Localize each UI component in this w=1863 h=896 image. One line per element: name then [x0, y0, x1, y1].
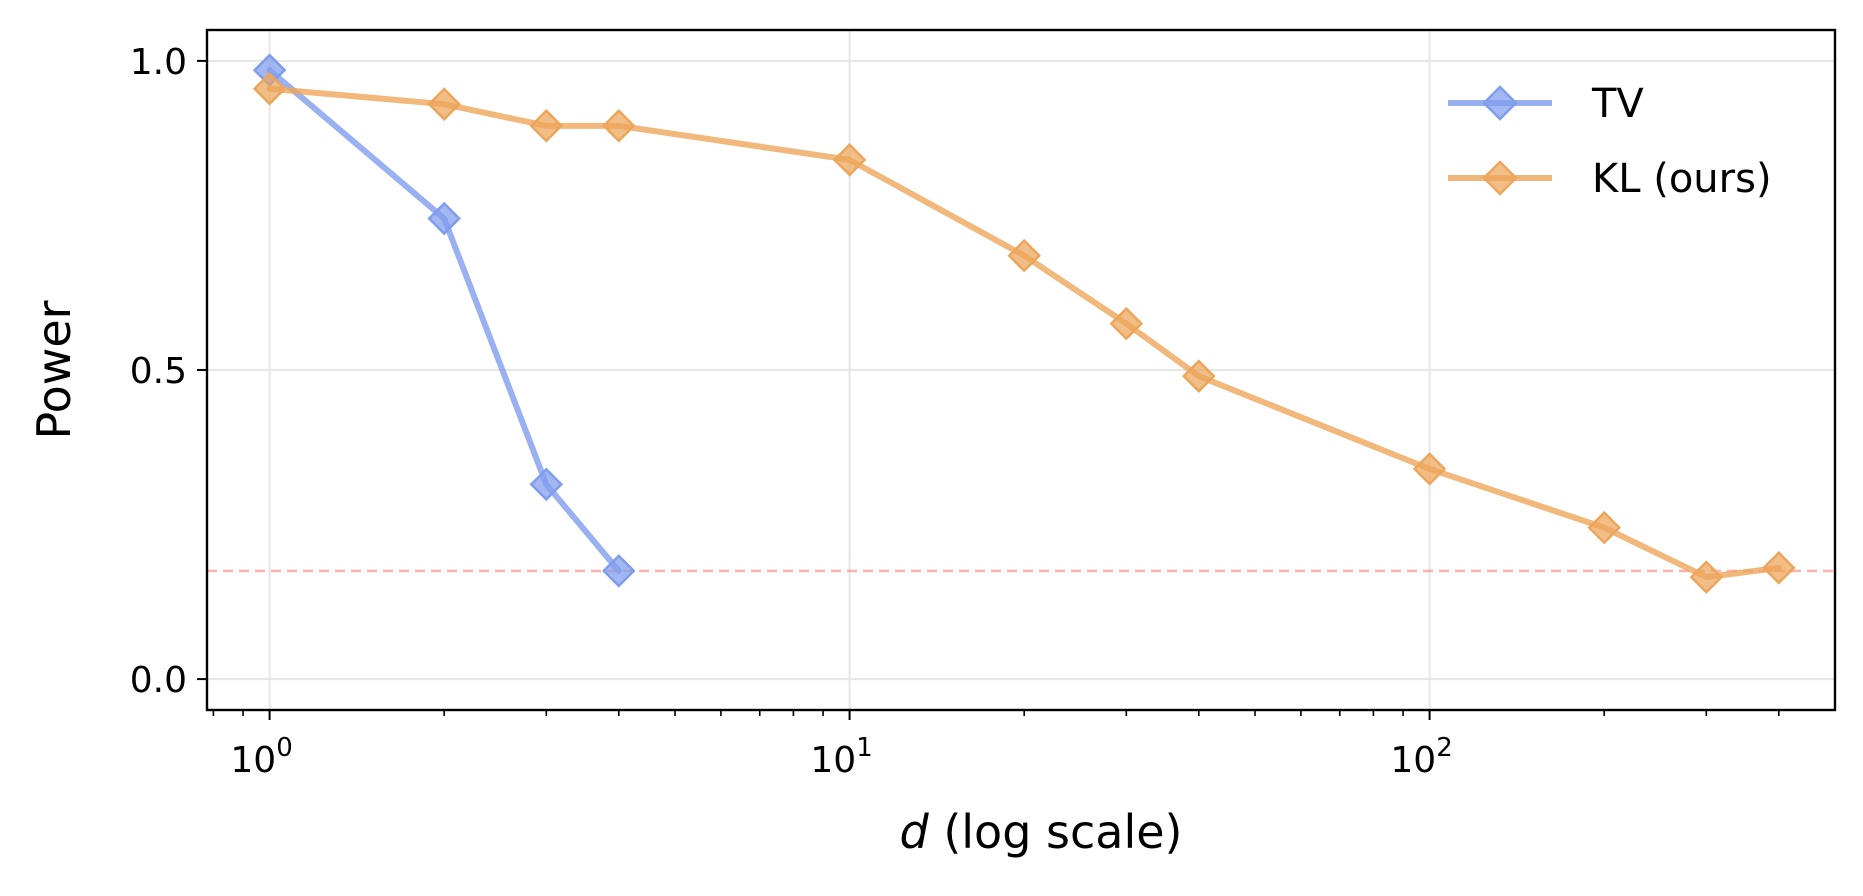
data-point-kl-ours: [1587, 510, 1621, 545]
series-line-kl-ours: [266, 85, 1782, 581]
data-point-kl-ours: [427, 87, 461, 121]
data-point-tv: [529, 467, 564, 502]
data-point-kl-ours: [1689, 560, 1724, 594]
y-tick-label: 0.0: [130, 660, 187, 701]
data-point-tv: [427, 201, 461, 236]
data-point-kl-ours: [1109, 306, 1144, 341]
grid-layer: [207, 30, 1835, 710]
series-tv: [252, 53, 636, 588]
legend-label-tv: TV: [1591, 81, 1644, 127]
data-point-kl-ours: [1762, 551, 1796, 585]
data-point-kl-ours: [1412, 452, 1447, 486]
y-tick-label: 0.5: [130, 351, 187, 392]
data-point-kl-ours: [1182, 359, 1216, 393]
axis-layer: 0.0 0.5 1.0 100 101 102: [130, 42, 1780, 781]
series-line-tv: [266, 67, 622, 574]
legend-marker-kl-ours: [1482, 160, 1518, 196]
legend-marker-tv: [1482, 85, 1518, 121]
y-axis-label: Power: [27, 300, 81, 439]
x-tick-label: 102: [1390, 733, 1452, 781]
x-tick-label: 100: [230, 733, 292, 781]
legend-label-kl-ours: KL (ours): [1592, 156, 1772, 202]
legend: TV KL (ours): [1448, 81, 1772, 202]
data-point-kl-ours: [529, 109, 564, 143]
y-tick-label: 1.0: [130, 42, 187, 83]
x-axis-label: d (log scale): [900, 805, 1183, 859]
data-point-tv: [602, 554, 636, 588]
x-axis-label-variable: d: [900, 805, 930, 859]
x-axis-label-suffix: (log scale): [929, 805, 1183, 859]
data-point-kl-ours: [832, 143, 867, 177]
data-point-kl-ours: [602, 109, 636, 143]
data-point-kl-ours: [252, 71, 287, 106]
x-tick-label: 101: [810, 733, 872, 781]
data-point-kl-ours: [1007, 238, 1041, 273]
series-kl-ours: [252, 71, 1796, 594]
series-layer: [252, 53, 1796, 594]
